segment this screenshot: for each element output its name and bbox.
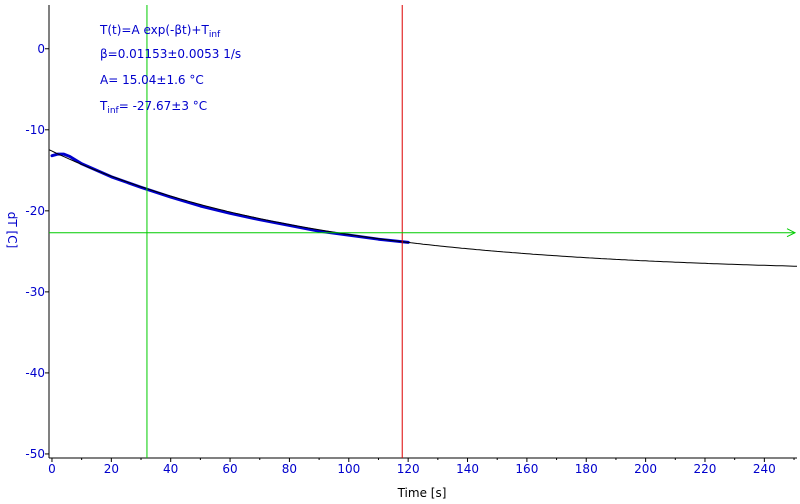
y-tick-label: 0 [37,42,45,56]
markers-group [49,5,797,458]
x-tick-label: 140 [456,462,479,476]
fit-curve [48,149,797,267]
arrow-right-icon [786,228,797,238]
x-tick-label: 180 [575,462,598,476]
fit-parameters-box: T(t)=A exp(-βt)+Tinf β=0.01153±0.0053 1/… [99,23,241,116]
y-tick-label: -10 [25,123,45,137]
x-axis-label: Time [s] [397,486,447,500]
x-tick-label: 120 [397,462,420,476]
y-tick-label: -40 [25,366,45,380]
x-tick-label: 60 [222,462,237,476]
y-tick-label: -30 [25,285,45,299]
fit-formula: T(t)=A exp(-βt)+Tinf [99,23,221,40]
x-tick-label: 200 [634,462,657,476]
x-tick-label: 80 [282,462,297,476]
x-tick-label: 240 [753,462,776,476]
series-group [48,149,797,267]
fit-tinf: Tinf= -27.67±3 °C [99,99,207,116]
x-tick-label: 40 [163,462,178,476]
x-tick-label: 100 [337,462,360,476]
x-tick-label: 0 [48,462,56,476]
axes-group: 0 20 40 60 80 100 120 140 160 180 200 220 240 0 -10 -20… [25,5,797,476]
fit-amplitude: A= 15.04±1.6 °C [100,73,204,87]
x-tick-label: 160 [515,462,538,476]
fit-beta: β=0.01153±0.0053 1/s [100,47,241,61]
y-tick-label: -50 [25,447,45,461]
y-axis-label: dT [C] [5,212,19,249]
x-tick-label: 20 [104,462,119,476]
x-tick-label: 220 [694,462,717,476]
measured-curve [50,152,410,244]
y-tick-label: -20 [25,204,45,218]
